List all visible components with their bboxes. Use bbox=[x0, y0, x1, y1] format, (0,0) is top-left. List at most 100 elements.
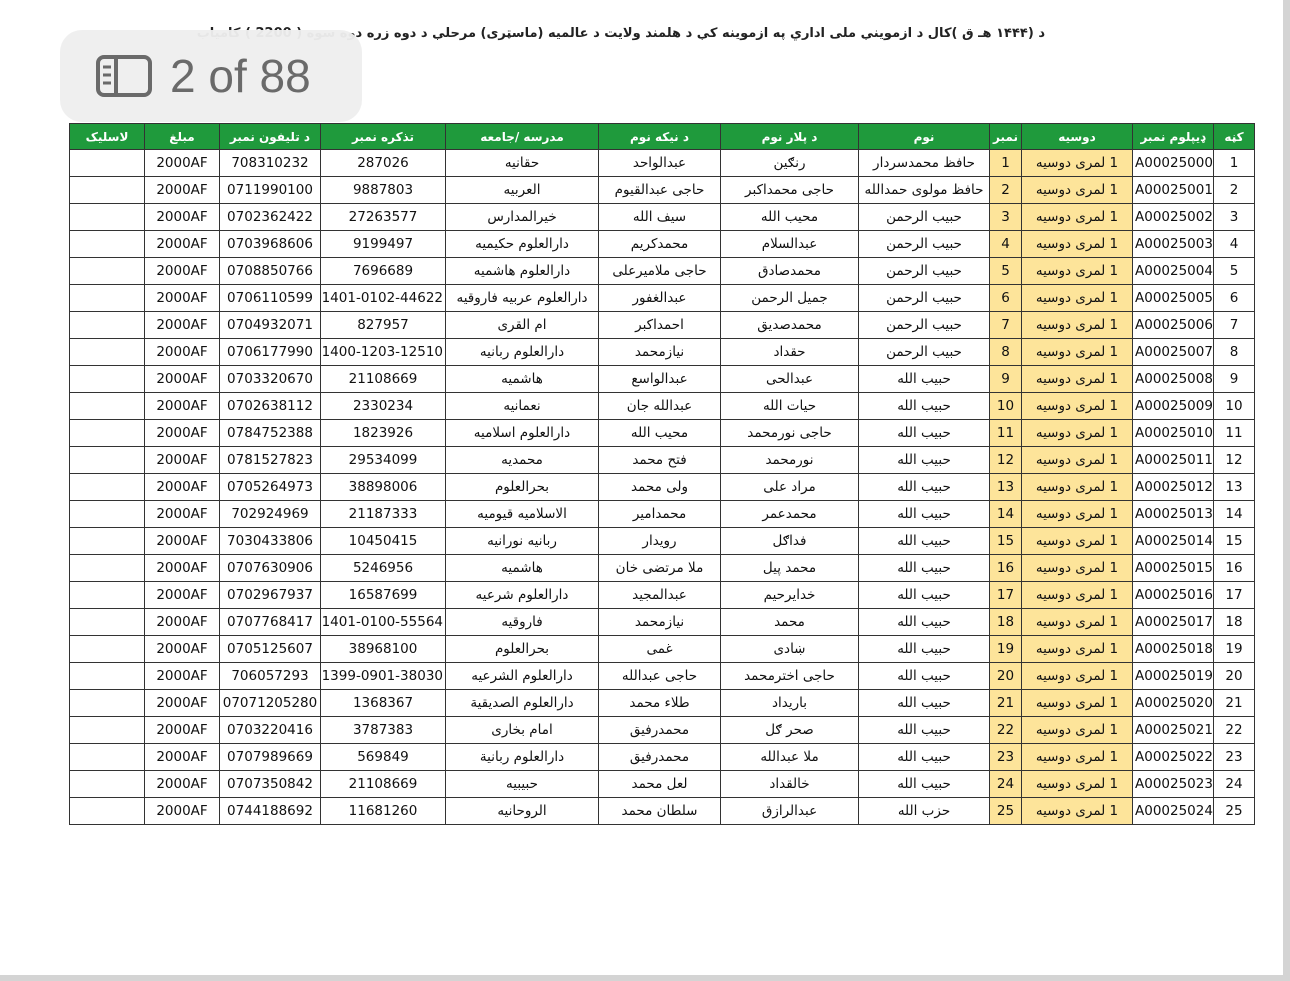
table-cell: حبیب الله bbox=[858, 365, 990, 393]
blank-cell bbox=[69, 608, 145, 636]
table-cell: 2000AF bbox=[144, 500, 220, 528]
table-cell: 1368367 bbox=[320, 689, 446, 717]
table-cell: 1399-0901-38030 bbox=[320, 662, 446, 690]
table-cell: 0706177990 bbox=[219, 338, 321, 366]
table-cell: 5 bbox=[1213, 257, 1255, 285]
blank-cell bbox=[69, 230, 145, 258]
table-row: 22 A00025021 1 لمری دوسیه 22 حبیب الله صحر ګل… bbox=[69, 716, 1255, 744]
table-cell: A00025012 bbox=[1132, 473, 1214, 501]
table-cell: حیات الله bbox=[720, 392, 859, 420]
table-row: 1 A00025000 1 لمری دوسیه 1 حافظ محمدسردار رنګ… bbox=[69, 149, 1255, 177]
table-cell: 21108669 bbox=[320, 365, 446, 393]
table-cell: محمدصادق bbox=[720, 257, 859, 285]
table-cell: 2000AF bbox=[144, 419, 220, 447]
viewer-edge bbox=[1283, 0, 1290, 981]
table-cell: دارالعلوم عربیه فاروقیه bbox=[445, 284, 599, 312]
table-cell: حبیبیه bbox=[445, 770, 599, 798]
table-row: 21 A00025020 1 لمری دوسیه 21 حبیب الله باریدا… bbox=[69, 689, 1255, 717]
table-row: 5 A00025004 1 لمری دوسیه 5 حبیب الرحمن محمدصا… bbox=[69, 257, 1255, 285]
table-cell: 10450415 bbox=[320, 527, 446, 555]
table-cell: 8 bbox=[989, 338, 1022, 366]
table-cell: حبیب الرحمن bbox=[858, 338, 990, 366]
table-cell: ملا مرتضی خان bbox=[598, 554, 721, 582]
table-cell: لعل محمد bbox=[598, 770, 721, 798]
table-cell: 21 bbox=[989, 689, 1022, 717]
column-header: دوسیه bbox=[1021, 123, 1133, 150]
table-cell: صحر ګل bbox=[720, 716, 859, 744]
table-cell: حبیب الرحمن bbox=[858, 257, 990, 285]
blank-cell bbox=[69, 581, 145, 609]
table-cell: A00025016 bbox=[1132, 581, 1214, 609]
blank-cell bbox=[69, 716, 145, 744]
table-cell: حقداد bbox=[720, 338, 859, 366]
table-cell: فتح محمد bbox=[598, 446, 721, 474]
table-cell: بحرالعلوم bbox=[445, 473, 599, 501]
table-cell: A00025017 bbox=[1132, 608, 1214, 636]
table-cell: عبدالحی bbox=[720, 365, 859, 393]
blank-cell bbox=[69, 446, 145, 474]
table-cell: 2000AF bbox=[144, 554, 220, 582]
blank-cell bbox=[69, 743, 145, 771]
table-cell: A00025014 bbox=[1132, 527, 1214, 555]
table-cell: دارالعلوم شرعیه bbox=[445, 581, 599, 609]
table-cell: 0707630906 bbox=[219, 554, 321, 582]
page-indicator[interactable]: 2 of 88 bbox=[60, 30, 362, 122]
data-table: کڼه ډیپلوم نمبر دوسیه نمبر نوم د پلار نوم د نی… bbox=[69, 123, 1255, 825]
table-cell: 0711990100 bbox=[219, 176, 321, 204]
table-cell: 25 bbox=[1213, 797, 1255, 825]
table-cell: 1 لمری دوسیه bbox=[1021, 284, 1133, 312]
table-cell: 7030433806 bbox=[219, 527, 321, 555]
table-cell: حبیب الله bbox=[858, 581, 990, 609]
table-cell: 0708850766 bbox=[219, 257, 321, 285]
table-cell: حبیب الله bbox=[858, 689, 990, 717]
table-cell: 38898006 bbox=[320, 473, 446, 501]
blank-cell bbox=[69, 473, 145, 501]
table-cell: 708310232 bbox=[219, 149, 321, 177]
table-cell: حزب الله bbox=[858, 797, 990, 825]
table-cell: الاسلامیه قیومیه bbox=[445, 500, 599, 528]
table-cell: 15 bbox=[989, 527, 1022, 555]
blank-cell bbox=[69, 203, 145, 231]
table-row: 3 A00025002 1 لمری دوسیه 3 حبیب الرحمن محیب ا… bbox=[69, 203, 1255, 231]
table-cell: 1 لمری دوسیه bbox=[1021, 473, 1133, 501]
table-cell: دارالعلوم ربانیة bbox=[445, 743, 599, 771]
table-cell: 4 bbox=[1213, 230, 1255, 258]
table-cell: 16 bbox=[989, 554, 1022, 582]
table-cell: 18 bbox=[1213, 608, 1255, 636]
table-row: 16 A00025015 1 لمری دوسیه 16 حبیب الله محمد پ… bbox=[69, 554, 1255, 582]
table-cell: 1 لمری دوسیه bbox=[1021, 311, 1133, 339]
table-cell: 38968100 bbox=[320, 635, 446, 663]
table-cell: 1 لمری دوسیه bbox=[1021, 419, 1133, 447]
table-cell: 2000AF bbox=[144, 446, 220, 474]
table-cell: ښادی bbox=[720, 635, 859, 663]
table-cell: 1 لمری دوسیه bbox=[1021, 257, 1133, 285]
table-cell: 23 bbox=[989, 743, 1022, 771]
table-cell: 23 bbox=[1213, 743, 1255, 771]
table-cell: 3 bbox=[1213, 203, 1255, 231]
table-cell: فداګل bbox=[720, 527, 859, 555]
column-header: د پلار نوم bbox=[720, 123, 859, 150]
table-cell: ام القری bbox=[445, 311, 599, 339]
table-cell: 2000AF bbox=[144, 365, 220, 393]
table-cell: رنګین bbox=[720, 149, 859, 177]
table-cell: 569849 bbox=[320, 743, 446, 771]
table-cell: حبیب الله bbox=[858, 527, 990, 555]
table-cell: حبیب الله bbox=[858, 419, 990, 447]
table-cell: حقانیه bbox=[445, 149, 599, 177]
table-cell: 13 bbox=[989, 473, 1022, 501]
table-cell: 16587699 bbox=[320, 581, 446, 609]
table-cell: 0707350842 bbox=[219, 770, 321, 798]
table-cell: حبیب الرحمن bbox=[858, 230, 990, 258]
table-cell: 7 bbox=[1213, 311, 1255, 339]
table-cell: 7696689 bbox=[320, 257, 446, 285]
table-row: 24 A00025023 1 لمری دوسیه 24 حبیب الله خالقدا… bbox=[69, 770, 1255, 798]
table-cell: 1401-0100-55564 bbox=[320, 608, 446, 636]
blank-cell bbox=[69, 770, 145, 798]
table-cell: 1 لمری دوسیه bbox=[1021, 554, 1133, 582]
table-cell: A00025006 bbox=[1132, 311, 1214, 339]
column-header: ډیپلوم نمبر bbox=[1132, 123, 1214, 150]
table-cell: 2000AF bbox=[144, 176, 220, 204]
table-row: 13 A00025012 1 لمری دوسیه 13 حبیب الله مراد ع… bbox=[69, 473, 1255, 501]
table-cell: سلطان محمد bbox=[598, 797, 721, 825]
blank-cell bbox=[69, 338, 145, 366]
